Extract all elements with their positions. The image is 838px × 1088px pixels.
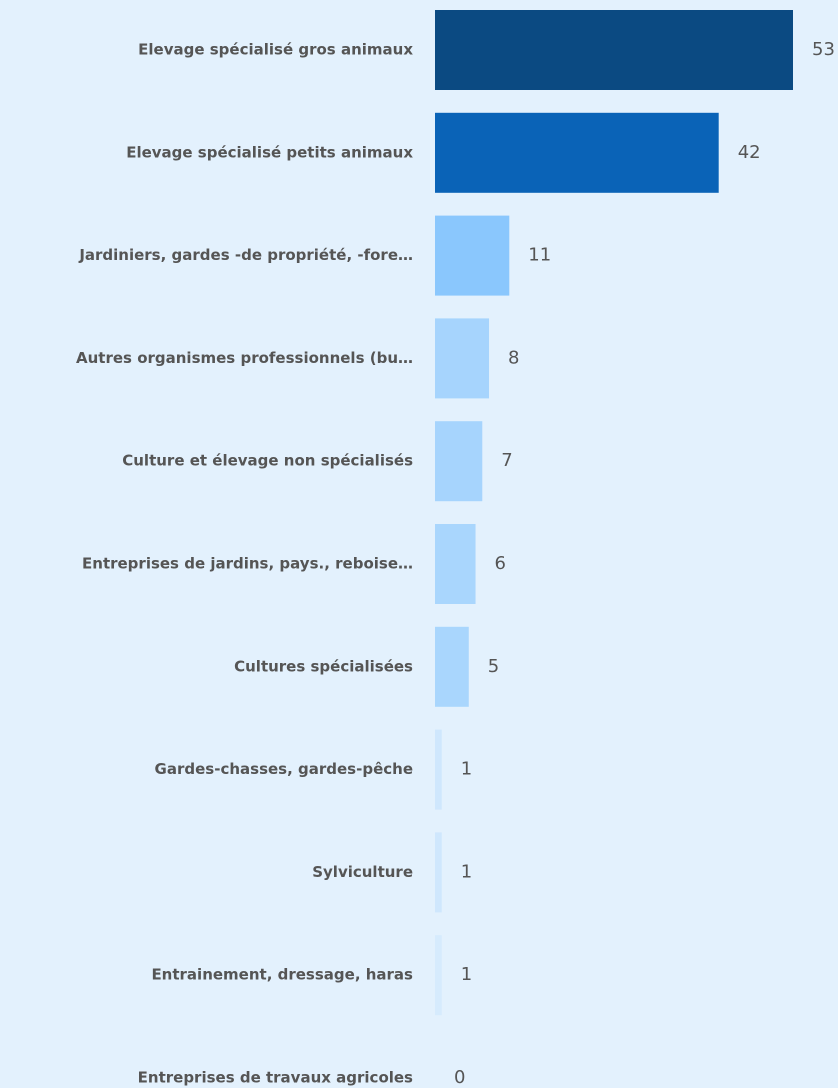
- bar: [435, 626, 469, 707]
- value-label: 7: [501, 450, 512, 471]
- bar: [435, 524, 476, 604]
- value-label: 8: [508, 347, 519, 368]
- value-label: 1: [461, 964, 472, 985]
- value-label: 0: [454, 1067, 465, 1088]
- bar: [435, 318, 490, 399]
- bar: [435, 215, 510, 296]
- category-label: Elevage spécialisé petits animaux: [126, 143, 413, 161]
- bar: [435, 729, 442, 810]
- value-label: 1: [461, 759, 472, 780]
- bar: [435, 421, 483, 502]
- category-label: Entreprises de travaux agricoles: [138, 1069, 413, 1087]
- category-label: Sylviculture: [312, 863, 413, 881]
- category-label: Autres organismes professionnels (bu…: [76, 349, 413, 367]
- category-label: Culture et élevage non spécialisés: [122, 452, 413, 470]
- category-label: Entreprises de jardins, pays., reboise…: [82, 555, 413, 573]
- category-label: Gardes-chasses, gardes-pêche: [155, 760, 413, 778]
- value-label: 42: [738, 142, 761, 163]
- bar: [435, 112, 719, 193]
- bar: [435, 832, 442, 913]
- value-label: 6: [495, 553, 506, 574]
- value-label: 5: [488, 656, 499, 677]
- value-label: 53: [812, 39, 835, 60]
- category-label: Elevage spécialisé gros animaux: [138, 41, 413, 59]
- value-label: 1: [461, 861, 472, 882]
- bar: [435, 935, 442, 1016]
- category-label: Cultures spécialisées: [234, 657, 413, 675]
- category-label: Entrainement, dressage, haras: [151, 966, 413, 984]
- value-label: 11: [528, 245, 551, 266]
- category-label: Jardiniers, gardes -de propriété, -fore…: [78, 246, 413, 264]
- bar: [435, 10, 793, 90]
